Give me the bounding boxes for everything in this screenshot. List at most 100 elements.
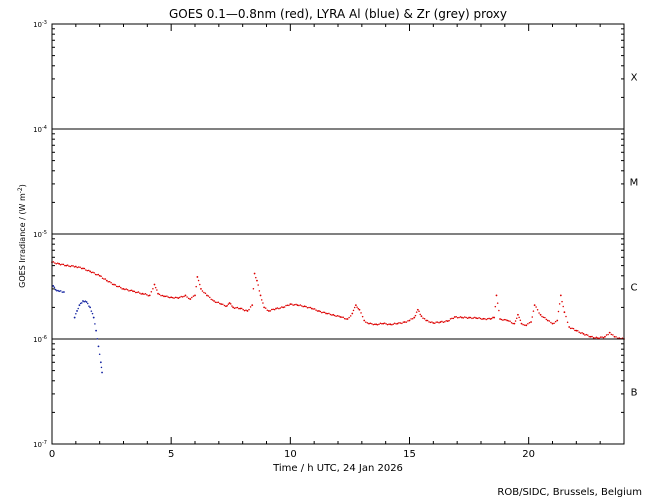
data-point xyxy=(76,310,78,312)
data-point xyxy=(62,263,65,266)
data-point xyxy=(128,290,130,292)
data-point xyxy=(124,288,126,291)
data-point xyxy=(117,285,119,288)
data-point xyxy=(87,269,90,272)
data-point xyxy=(325,312,327,315)
data-point xyxy=(548,320,551,322)
data-point xyxy=(216,301,218,304)
data-point xyxy=(53,286,56,288)
data-point xyxy=(604,335,606,338)
data-point xyxy=(542,316,545,318)
data-point xyxy=(82,300,84,302)
data-point xyxy=(381,323,383,325)
data-point xyxy=(517,313,519,316)
data-point xyxy=(164,295,167,298)
data-point xyxy=(312,308,314,310)
data-point xyxy=(468,316,470,319)
data-point xyxy=(516,317,518,319)
data-point xyxy=(85,301,88,303)
data-point xyxy=(519,319,522,322)
data-point xyxy=(556,319,559,322)
data-point xyxy=(493,316,496,319)
data-point xyxy=(191,296,193,299)
data-point xyxy=(192,295,195,297)
data-point xyxy=(235,307,237,309)
x-axis: 0 5 10 15 20 xyxy=(49,24,625,460)
data-point xyxy=(598,337,600,340)
data-point xyxy=(96,337,99,340)
data-point xyxy=(358,308,361,311)
data-point xyxy=(318,310,320,312)
data-point xyxy=(530,321,532,323)
data-point xyxy=(341,316,343,318)
data-point xyxy=(605,334,608,336)
data-point xyxy=(282,306,285,309)
data-point xyxy=(432,322,435,324)
y-tick-label-base: 10 xyxy=(33,126,42,134)
data-point xyxy=(528,322,531,324)
x-tick-label: 10 xyxy=(284,449,297,460)
data-point xyxy=(608,331,611,334)
data-point xyxy=(591,335,593,338)
flare-class-label: X xyxy=(631,73,638,84)
data-point xyxy=(566,321,569,324)
data-point xyxy=(103,278,105,280)
data-point xyxy=(518,316,520,319)
data-point xyxy=(63,291,65,293)
data-point xyxy=(233,307,236,310)
data-point xyxy=(144,293,147,295)
data-point xyxy=(139,292,141,294)
data-point xyxy=(130,289,133,292)
y-tick-label-base: 10 xyxy=(33,21,42,29)
data-point xyxy=(178,296,181,299)
data-point xyxy=(386,323,389,326)
data-point xyxy=(595,336,598,339)
data-point xyxy=(438,322,440,324)
data-point xyxy=(589,335,592,338)
data-point xyxy=(416,308,419,311)
data-point xyxy=(372,323,375,326)
data-point xyxy=(245,309,247,311)
data-point xyxy=(93,272,95,274)
x-tick-label: 5 xyxy=(168,449,174,460)
data-point xyxy=(398,321,400,324)
data-point xyxy=(399,322,402,324)
data-point xyxy=(187,297,190,300)
y-axis: 10-710-610-510-410-3 xyxy=(33,20,624,449)
data-point xyxy=(59,264,62,266)
data-point xyxy=(346,318,349,320)
chart-title: GOES 0.1—0.8nm (red), LYRA Al (blue) & Z… xyxy=(169,7,507,21)
data-point xyxy=(132,290,134,293)
data-point xyxy=(101,277,104,279)
data-point xyxy=(90,271,93,274)
data-point xyxy=(255,276,257,279)
data-point xyxy=(65,264,68,267)
data-point xyxy=(58,262,61,265)
data-point xyxy=(475,317,478,320)
data-point xyxy=(309,306,312,309)
data-point xyxy=(111,283,114,286)
data-point xyxy=(118,285,121,288)
data-point xyxy=(615,336,617,338)
y-tick-label-exp: -4 xyxy=(42,125,47,131)
data-point xyxy=(69,265,72,268)
data-point xyxy=(561,300,563,303)
data-point xyxy=(249,306,252,308)
data-point xyxy=(308,306,310,309)
data-point xyxy=(472,317,475,319)
data-point xyxy=(83,267,86,270)
data-point xyxy=(204,292,207,294)
data-point xyxy=(248,308,250,311)
data-point xyxy=(298,304,300,307)
flare-class-lines xyxy=(52,128,624,340)
data-point xyxy=(100,275,102,278)
data-point xyxy=(97,345,100,348)
data-point xyxy=(291,303,293,305)
data-point xyxy=(108,280,111,283)
y-tick-label: 10-7 xyxy=(33,440,47,449)
data-point xyxy=(535,306,537,308)
data-point xyxy=(360,312,362,314)
data-point xyxy=(257,284,259,286)
data-point xyxy=(458,316,460,319)
data-point xyxy=(260,299,263,301)
